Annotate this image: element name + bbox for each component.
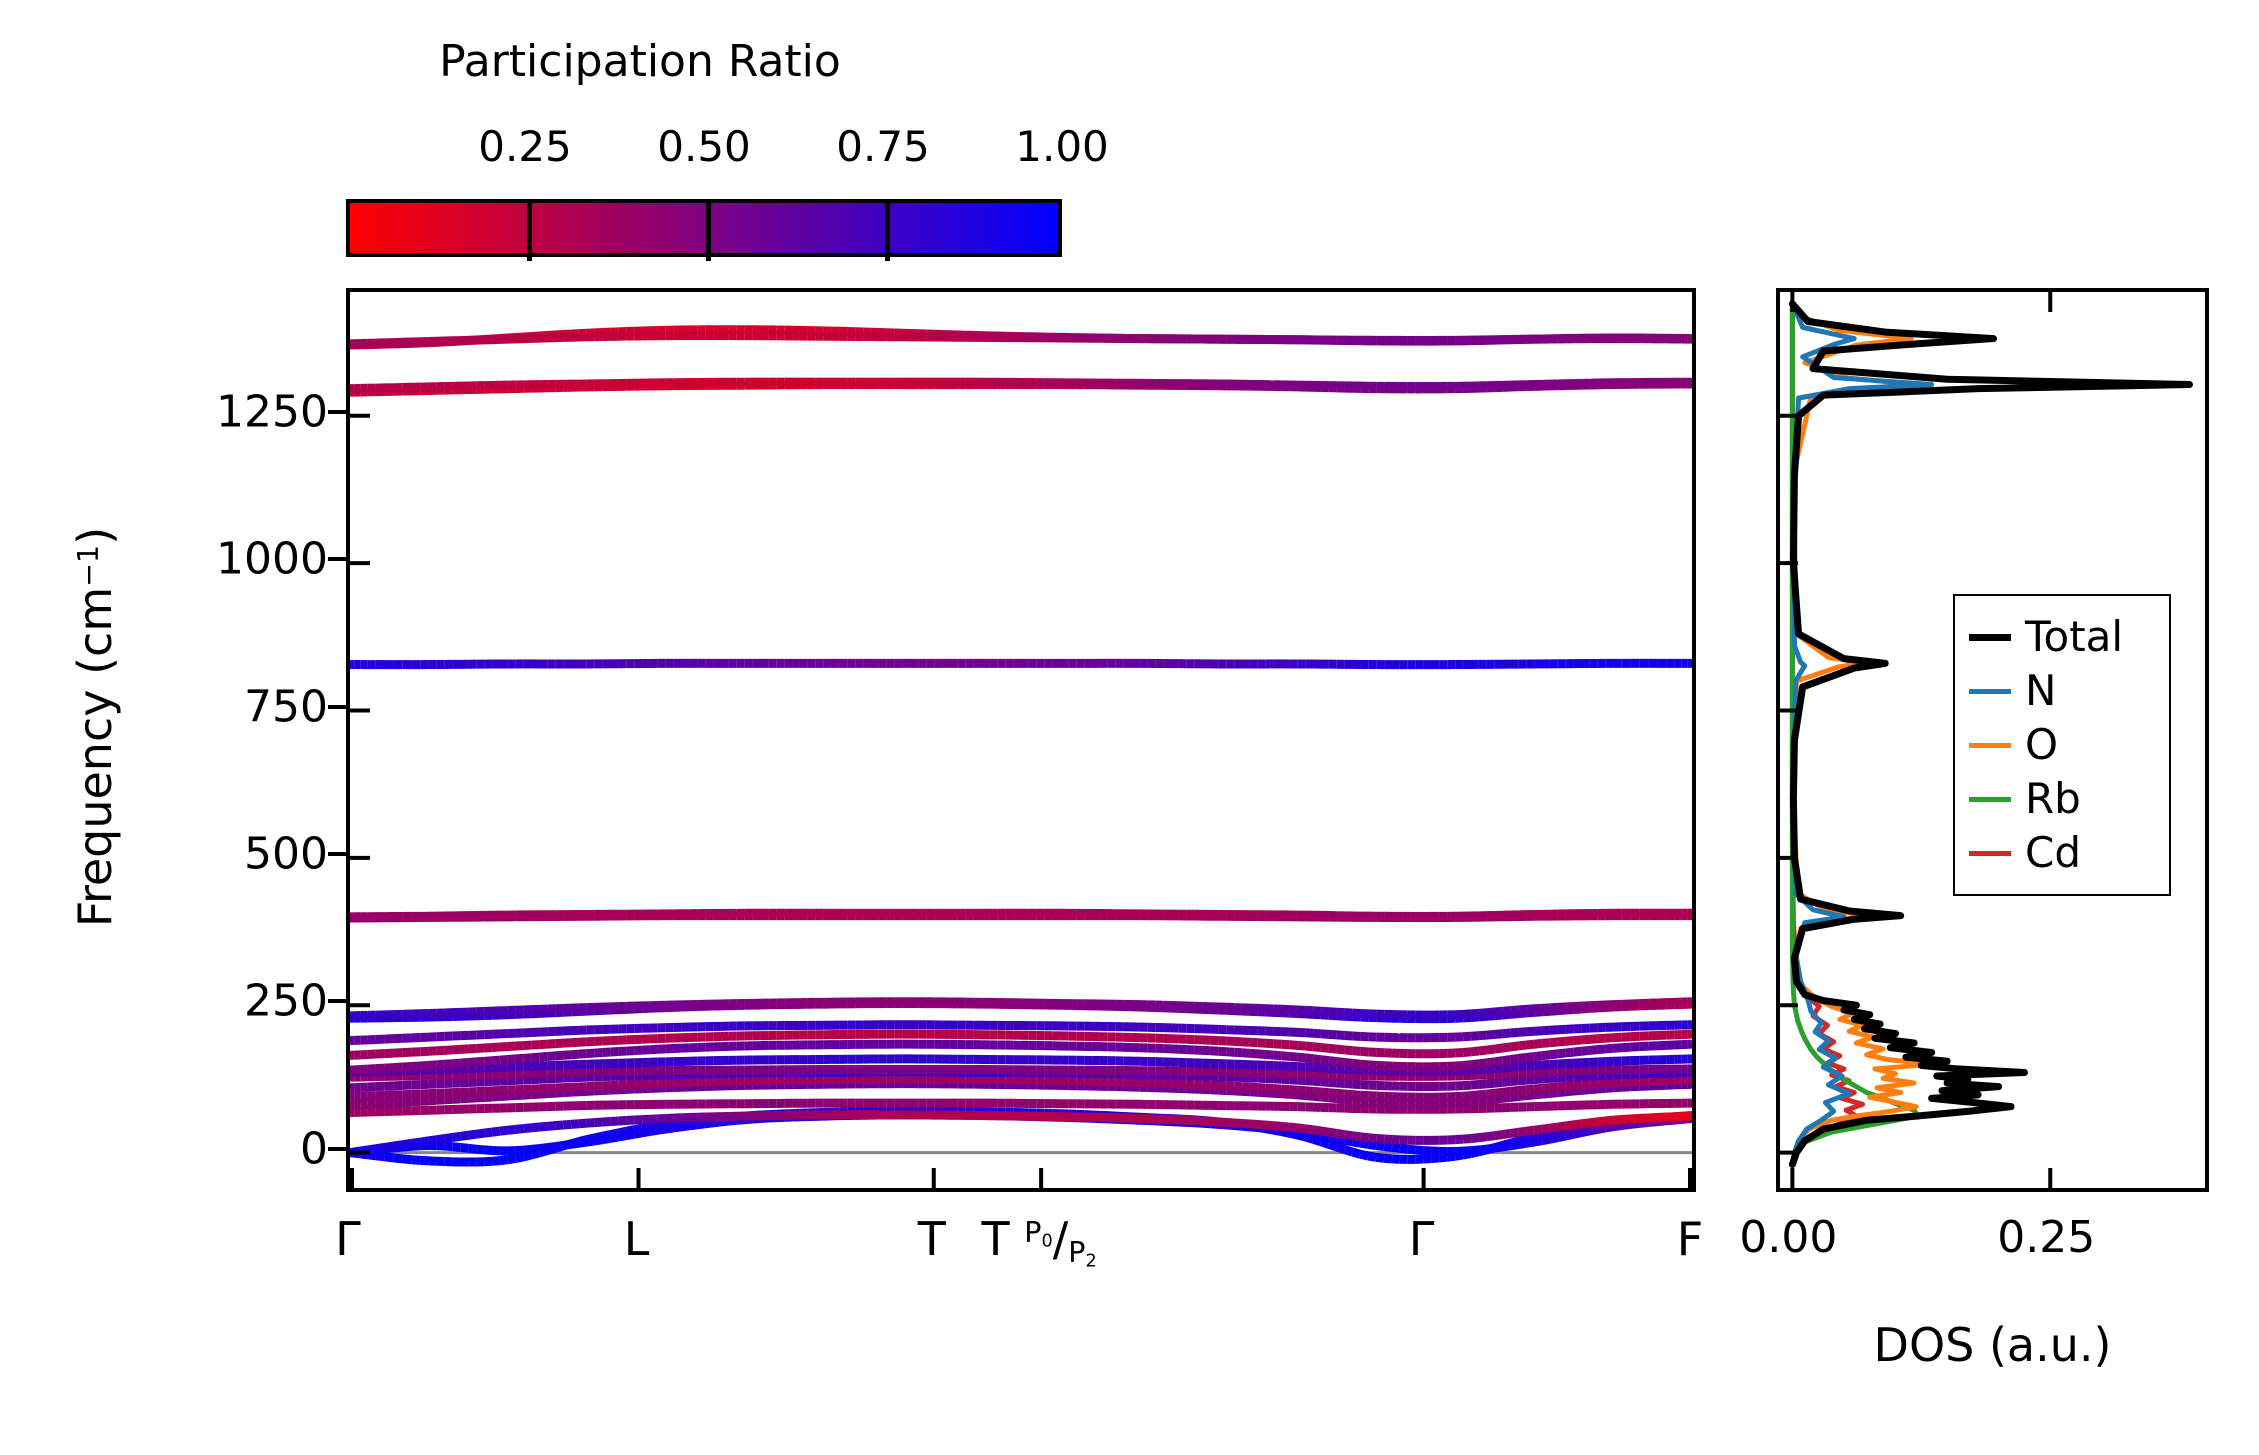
y-tick-label: 500 (244, 828, 328, 880)
legend-swatch-total (1969, 633, 2011, 641)
phonon-band (350, 1074, 1692, 1102)
dos-curve-total (1788, 300, 2194, 1168)
x-axis-highsymmetry-labels: Γ L T T P0/P2 Γ F (335, 1212, 1703, 1302)
colorbar-tick-label: 0.75 (836, 122, 930, 171)
colorbar-tick-0.25 (526, 203, 532, 261)
legend-label: Rb (2025, 774, 2081, 823)
highsym-label-3: T P0/P2 (981, 1212, 1097, 1272)
dos-tick-label: 0.00 (1739, 1212, 1838, 1263)
y-tick-mark (328, 851, 348, 856)
dos-axis-label: DOS (a.u.) (1873, 1318, 2112, 1372)
legend-label: O (2025, 720, 2059, 769)
legend-swatch-n (1969, 688, 2011, 694)
colorbar-gradient (346, 199, 1062, 261)
band-structure-plot (350, 325, 1692, 1188)
y-tick-label: 750 (244, 681, 328, 733)
y-tick-label: 250 (244, 975, 328, 1027)
highsym-label-1: L (623, 1212, 650, 1266)
y-tick-mark (328, 557, 348, 562)
y-tick-label: 1250 (216, 386, 328, 438)
legend-label: N (2025, 666, 2057, 715)
phonon-band (350, 1064, 1692, 1082)
phonon-band (350, 1020, 1692, 1046)
phonon-band (350, 331, 1692, 349)
legend-entry-total: Total (1969, 610, 2153, 664)
highsym-label-0: Γ (335, 1212, 361, 1266)
y-tick-label: 1000 (216, 533, 328, 585)
y-tick-mark (328, 999, 348, 1004)
colorbar-tick-label: 0.25 (478, 122, 572, 171)
phonon-band (350, 1039, 1692, 1075)
colorbar-tick-label: 0.50 (657, 122, 751, 171)
legend-entry-cd: Cd (1969, 826, 2153, 880)
phonon-band (350, 1110, 1692, 1158)
colorbar-tick-0.50 (705, 203, 711, 261)
dos-curve-rb (1789, 301, 1921, 1167)
y-tick-label: 0 (300, 1123, 328, 1175)
colorbar-title: Participation Ratio (439, 36, 841, 87)
y-axis-tick-labels: 0 250 500 750 1000 1250 (150, 288, 348, 1192)
colorbar-tick-0.75 (884, 203, 890, 261)
highsym-label-4: Γ (1408, 1212, 1435, 1266)
dos-curve-o (1789, 301, 1935, 1167)
phonon-band (350, 997, 1692, 1021)
legend-entry-o: O (1969, 718, 2153, 772)
y-axis-label: Frequency (cm−1) (68, 526, 122, 928)
legend-swatch-rb (1969, 796, 2011, 802)
phonon-band (350, 377, 1692, 394)
dos-legend: Total N O Rb Cd (1953, 594, 2171, 896)
legend-label: Total (2025, 612, 2124, 661)
legend-entry-rb: Rb (1969, 772, 2153, 826)
highsym-label-2: T (917, 1212, 946, 1266)
phonon-band (350, 1029, 1692, 1060)
phonon-band (350, 908, 1692, 922)
y-tick-mark (328, 704, 348, 709)
colorbar-tick-label: 1.00 (1015, 122, 1109, 171)
dos-axis-tick-labels: 0.00 0.25 (1739, 1212, 2209, 1282)
legend-swatch-o (1969, 742, 2011, 748)
y-tick-mark (328, 409, 348, 414)
phonon-band (350, 1079, 1692, 1110)
band-structure-panel (346, 288, 1696, 1192)
phonon-band (350, 658, 1692, 670)
legend-label: Cd (2025, 828, 2081, 877)
y-tick-mark (328, 1146, 348, 1151)
highsym-label-5: F (1676, 1212, 1704, 1266)
phonon-band (350, 1098, 1692, 1118)
legend-entry-n: N (1969, 664, 2153, 718)
dos-tick-label: 0.25 (1997, 1212, 2096, 1263)
dos-plot (1780, 292, 2194, 1188)
colorbar-tick-labels: 0.25 0.50 0.75 1.00 (240, 122, 1120, 172)
legend-swatch-cd (1969, 850, 2011, 856)
